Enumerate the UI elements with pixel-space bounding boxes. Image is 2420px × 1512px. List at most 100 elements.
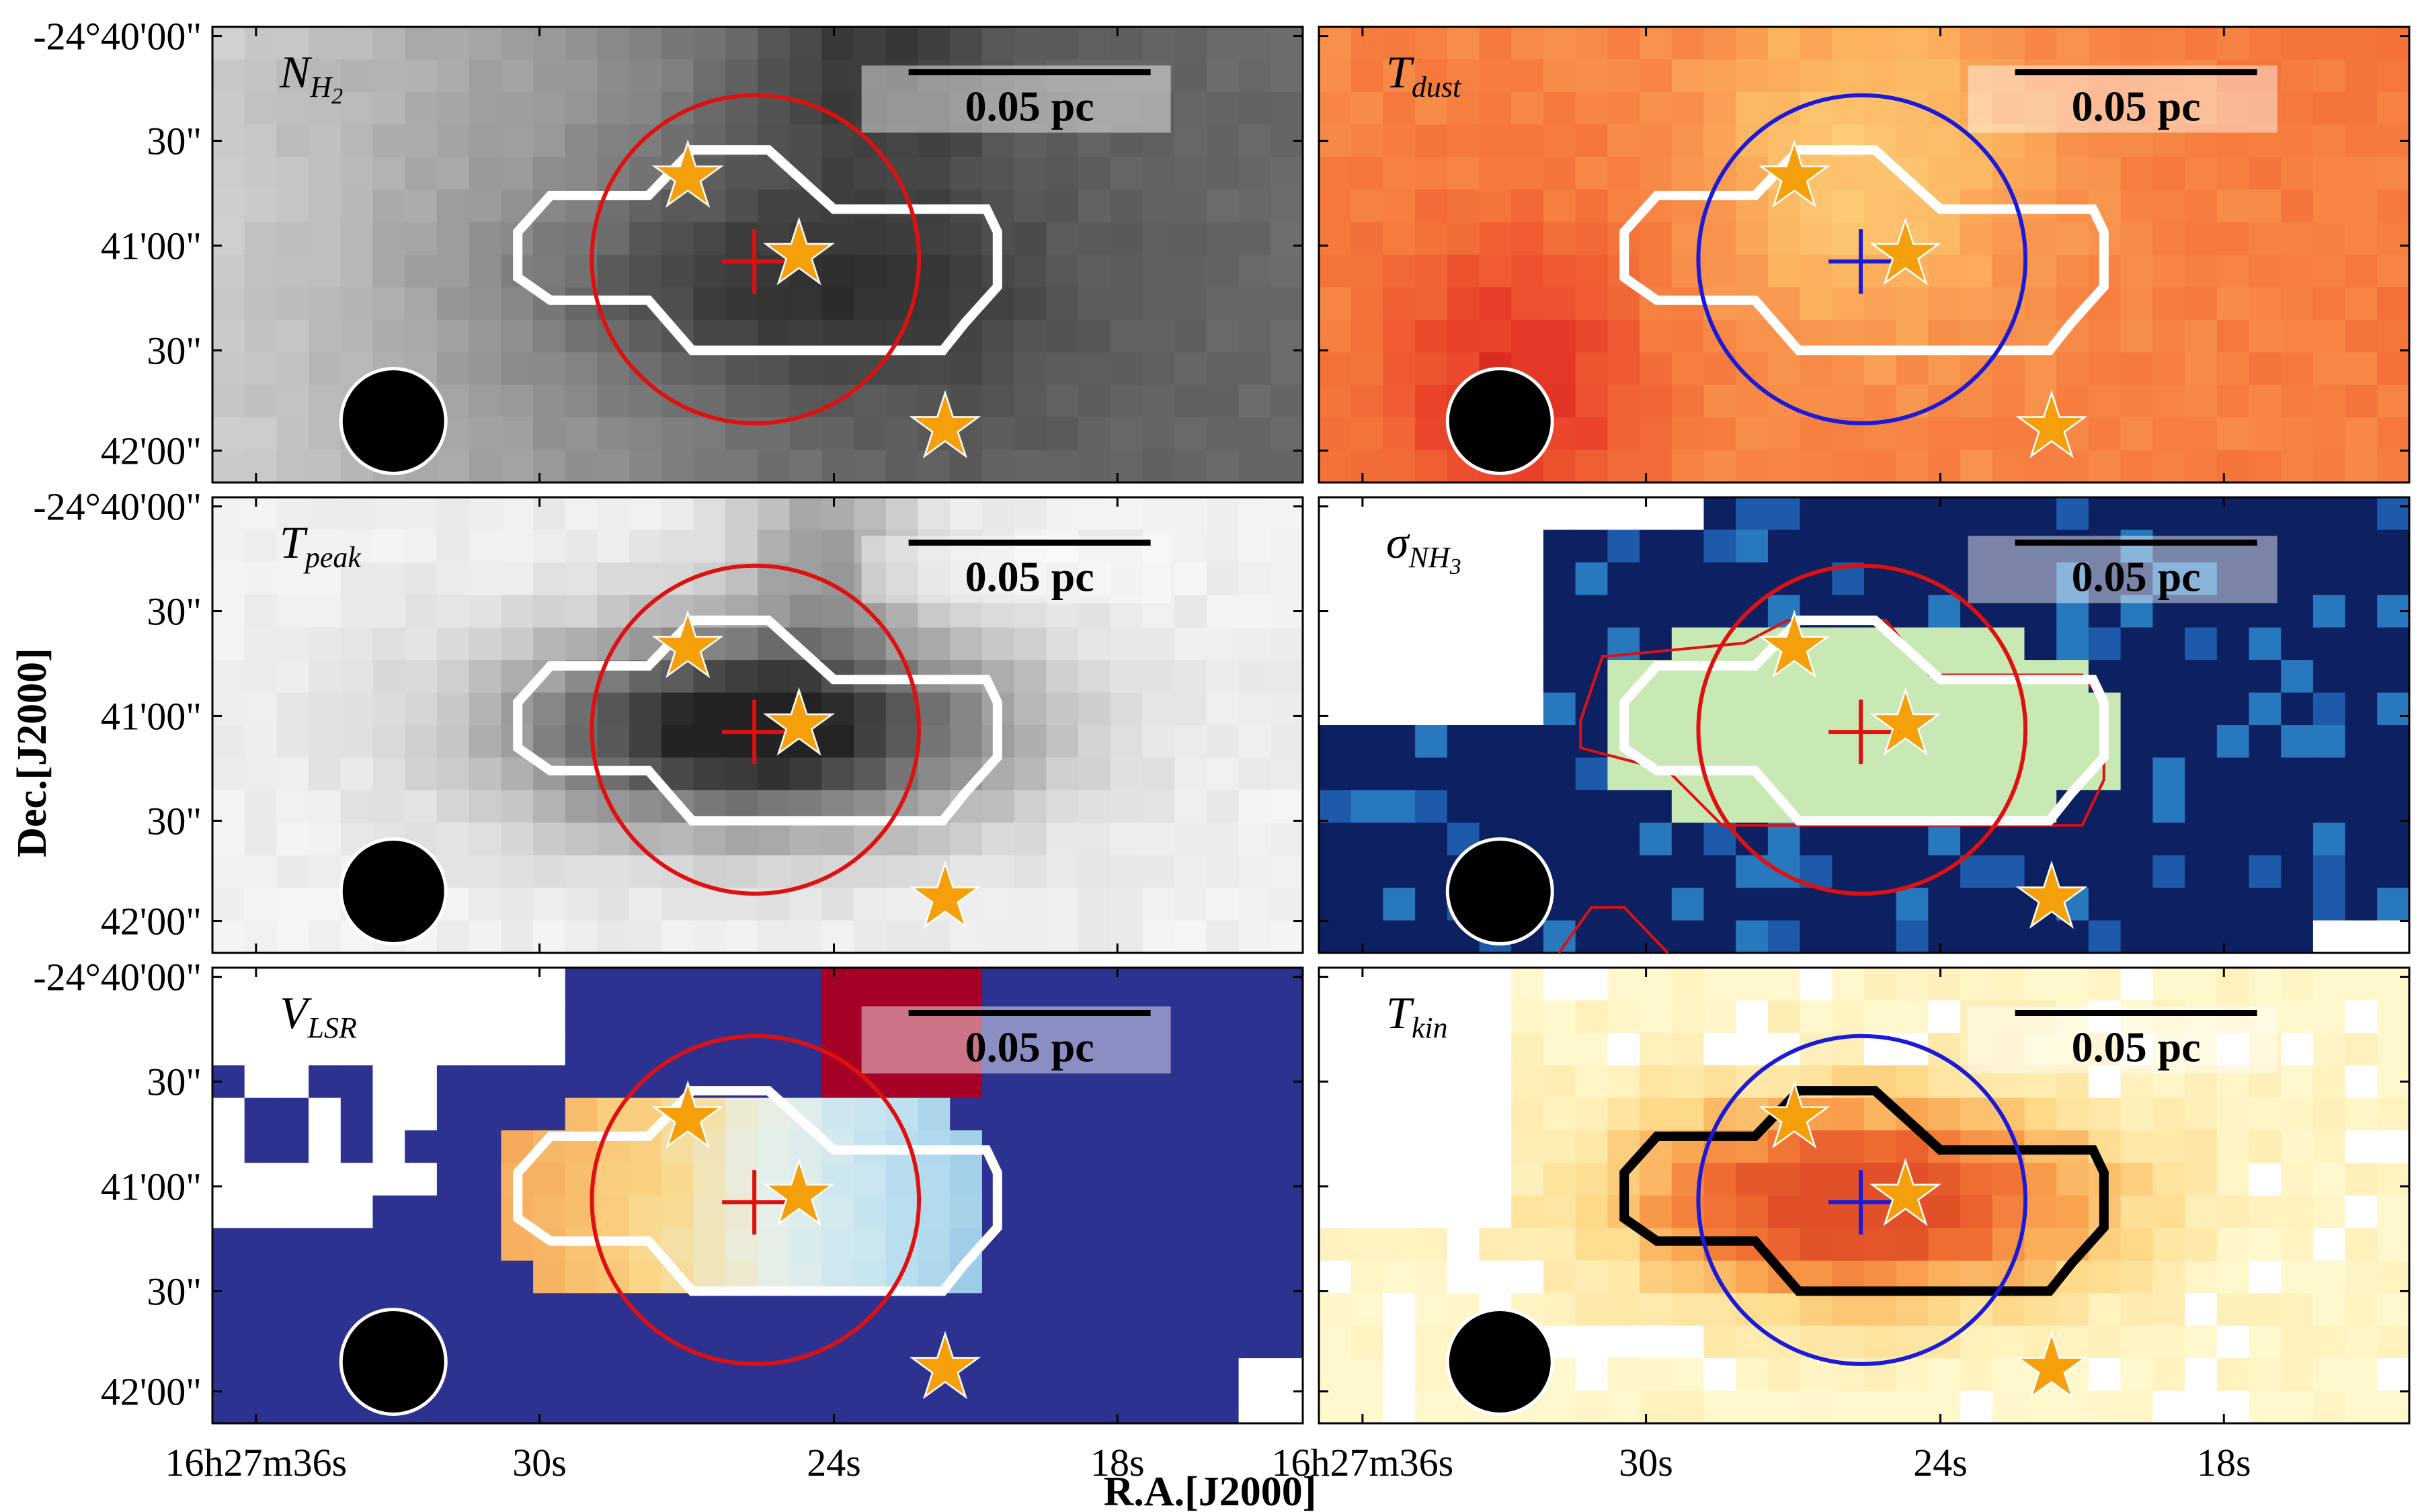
heatmap-cell: [2024, 1032, 2057, 1066]
heatmap-cell: [244, 450, 278, 483]
heatmap-cell: [1575, 1390, 1609, 1424]
heatmap-cell: [597, 1163, 630, 1196]
heatmap-cell: [276, 1228, 309, 1261]
heatmap-cell: [2056, 1195, 2089, 1229]
heatmap-cell: [372, 968, 405, 1001]
heatmap-cell: [693, 968, 727, 1001]
heatmap-cell: [469, 91, 502, 126]
heatmap-cell: [1864, 1293, 1897, 1327]
heatmap-cell: [2312, 190, 2346, 223]
heatmap-cell: [1896, 497, 1929, 531]
heatmap-cell: [1206, 157, 1240, 190]
heatmap-cell: [1511, 1032, 1544, 1066]
heatmap-cell: [244, 790, 278, 824]
heatmap-cell: [1206, 530, 1240, 563]
heatmap-cell: [2312, 1195, 2346, 1229]
heatmap-cell: [1110, 287, 1143, 321]
heatmap-cell: [725, 352, 758, 386]
x-tick-label: 16h27m36s: [1272, 1441, 1454, 1484]
heatmap-cell: [244, 725, 278, 759]
heatmap-cell: [1174, 920, 1207, 954]
heatmap-cell: [2120, 1260, 2154, 1294]
heatmap-cell: [1800, 287, 1833, 321]
heatmap-cell: [981, 968, 1015, 1001]
heatmap-cell: [885, 1293, 919, 1327]
heatmap-cell: [244, 157, 278, 190]
heatmap-cell: [372, 692, 405, 726]
heatmap-cell: [918, 91, 951, 126]
heatmap-cell: [1960, 1228, 1993, 1261]
heatmap-cell: [1671, 91, 1705, 126]
heatmap-cell: [1238, 595, 1272, 628]
heatmap-cell: [1832, 968, 1865, 1001]
heatmap-cell: [501, 27, 534, 60]
heatmap-cell: [1174, 562, 1207, 596]
heatmap-cell: [1703, 1000, 1736, 1034]
heatmap-cell: [1383, 1228, 1416, 1261]
heatmap-cell: [372, 319, 405, 353]
heatmap-cell: [854, 1163, 887, 1196]
heatmap-cell: [2281, 255, 2314, 288]
heatmap-cell: [1014, 1130, 1047, 1164]
heatmap-cell: [2377, 660, 2410, 694]
heatmap-cell: [854, 91, 887, 126]
heatmap-cell: [854, 1195, 887, 1229]
heatmap-cell: [789, 352, 823, 386]
heatmap-cell: [1046, 790, 1079, 824]
heatmap-cell: [1046, 595, 1079, 628]
heatmap-cell: [565, 384, 598, 418]
heatmap-cell: [2312, 417, 2346, 451]
heatmap-cell: [1014, 59, 1047, 93]
heatmap-cell: [1046, 888, 1079, 921]
heatmap-cell: [1014, 27, 1047, 60]
heatmap-cell: [565, 888, 598, 921]
heatmap-cell: [405, 190, 438, 223]
heatmap-cell: [918, 222, 951, 255]
heatmap-cell: [469, 1358, 502, 1392]
heatmap-cell: [372, 190, 405, 223]
heatmap-cell: [2152, 562, 2185, 596]
heatmap-cell: [244, 1130, 278, 1164]
heatmap-cell: [1078, 660, 1111, 694]
heatmap-cell: [1864, 287, 1897, 321]
heatmap-cell: [2312, 1000, 2346, 1034]
heatmap-cell: [2024, 968, 2057, 1001]
heatmap-cell: [1992, 255, 2025, 288]
heatmap-cell: [1174, 1260, 1207, 1294]
heatmap-cell: [1511, 725, 1544, 759]
heatmap-cell: [1479, 1065, 1512, 1099]
heatmap-cell: [1607, 91, 1640, 126]
heatmap-cell: [885, 27, 919, 60]
heatmap-cell: [2056, 627, 2089, 661]
heatmap-cell: [629, 91, 662, 126]
heatmap-cell: [1575, 384, 1609, 418]
heatmap-cell: [2312, 627, 2346, 661]
heatmap-cell: [1383, 1390, 1416, 1424]
heatmap-cell: [597, 1065, 630, 1099]
heatmap-cell: [1078, 1358, 1111, 1392]
heatmap-cell: [1479, 222, 1512, 255]
heatmap-cell: [1415, 59, 1448, 93]
heatmap-cell: [565, 920, 598, 954]
heatmap-cell: [2281, 27, 2314, 60]
heatmap-cell: [2056, 1000, 2089, 1034]
x-tick-label: 24s: [807, 1441, 861, 1484]
heatmap-cell: [1206, 790, 1240, 824]
y-tick-label: -24°40'00": [33, 15, 202, 58]
heatmap-cell: [2312, 497, 2346, 531]
heatmap-cell: [693, 59, 727, 93]
heatmap-cell: [1383, 790, 1416, 824]
heatmap-cell: [2312, 27, 2346, 60]
heatmap-cell: [2056, 562, 2089, 596]
heatmap-cell: [1270, 417, 1303, 451]
heatmap-cell: [1415, 725, 1448, 759]
heatmap-cell: [1703, 888, 1736, 921]
heatmap-cell: [1206, 757, 1240, 791]
heatmap-cell: [1078, 1260, 1111, 1294]
heatmap-cell: [1800, 968, 1833, 1001]
heatmap-cell: [2024, 1000, 2057, 1034]
heatmap-cell: [1142, 157, 1175, 190]
heatmap-cell: [693, 1228, 727, 1261]
heatmap-cell: [981, 497, 1015, 531]
